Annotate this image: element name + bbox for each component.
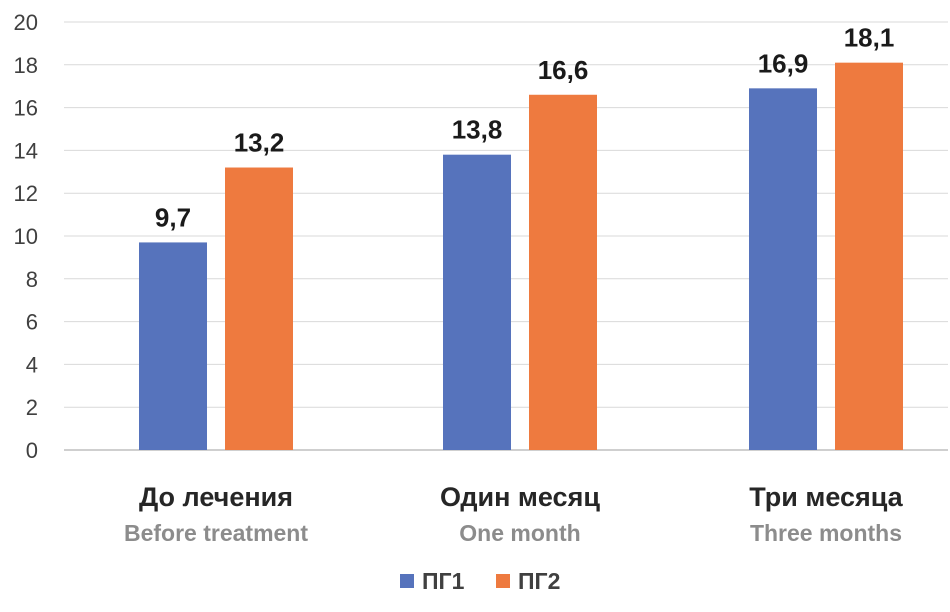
y-tick-label: 0 — [26, 438, 38, 463]
legend-label: ПГ2 — [518, 568, 560, 594]
x-category-label-en: Three months — [750, 520, 902, 546]
y-tick-label: 16 — [14, 96, 38, 121]
y-tick-label: 14 — [14, 138, 38, 163]
x-category-label-ru: Три месяца — [749, 482, 903, 512]
legend-label: ПГ1 — [422, 568, 465, 594]
y-tick-label: 20 — [14, 10, 38, 35]
x-category-label-ru: До лечения — [139, 482, 293, 512]
data-label: 16,6 — [538, 55, 589, 85]
data-label: 18,1 — [844, 23, 895, 53]
bar-ПГ2-0 — [225, 167, 293, 450]
bar-ПГ2-1 — [529, 94, 597, 450]
x-category-label-en: Before treatment — [124, 520, 308, 546]
data-label: 13,2 — [234, 128, 285, 158]
y-tick-label: 4 — [26, 352, 38, 377]
y-tick-label: 8 — [26, 267, 38, 292]
data-labels: 9,7 13,2 13,8 16,6 16,9 18,1 — [155, 23, 894, 233]
legend-swatch-ПГ1 — [400, 574, 414, 588]
data-label: 9,7 — [155, 202, 191, 232]
bar-ПГ1-0 — [139, 242, 207, 450]
y-tick-label: 18 — [14, 53, 38, 78]
legend: ПГ1 ПГ2 — [400, 568, 560, 594]
x-category-label-en: One month — [459, 520, 580, 546]
y-tick-label: 2 — [26, 395, 38, 420]
x-axis-categories: До лечения Before treatment Один месяц One … — [124, 482, 904, 546]
bar-ПГ1-2 — [749, 88, 817, 450]
y-axis-ticks: 0 2 4 6 8 10 12 14 16 18 20 — [14, 10, 38, 463]
y-tick-label: 10 — [14, 224, 38, 249]
data-label: 13,8 — [452, 115, 503, 145]
x-category-label-ru: Один месяц — [440, 482, 600, 512]
y-tick-label: 6 — [26, 310, 38, 335]
data-label: 16,9 — [758, 48, 809, 78]
bar-ПГ2-2 — [835, 62, 903, 450]
legend-swatch-ПГ2 — [496, 574, 510, 588]
y-tick-label: 12 — [14, 181, 38, 206]
bar-ПГ1-1 — [443, 154, 511, 450]
bars — [139, 62, 903, 450]
